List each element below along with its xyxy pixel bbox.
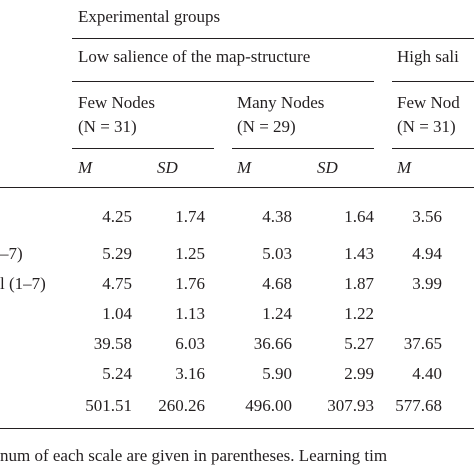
cell: 5.27 [344,334,374,353]
header-sd-1: SD [157,158,178,177]
cell: 1.13 [175,304,205,323]
cell: 1.76 [175,274,205,293]
cell: 307.93 [327,396,374,415]
cell: 39.58 [93,334,132,353]
cell: 1.22 [344,304,374,323]
cell: 496.00 [245,396,292,415]
group-low-title: Low salience of the map-structure [78,47,311,66]
header-m-2: M [237,158,252,177]
header-m-3: M [397,158,412,177]
subgroup-rule-3 [392,148,474,150]
cell: 4.94 [412,244,442,263]
cell: 4.25 [102,207,132,226]
cell: 4.38 [262,207,292,226]
group-low-rule [72,81,374,83]
cell: 37.65 [403,334,442,353]
cell: 1.64 [344,207,374,226]
cell: 4.68 [262,274,292,293]
cell: 6.03 [175,334,205,353]
cell: 260.26 [158,396,205,415]
cell: 5.90 [262,364,292,383]
header-m-1: M [78,158,93,177]
cell: 5.24 [102,364,132,383]
cell: 36.66 [253,334,292,353]
cell: 1.24 [262,304,292,323]
cell: 1.74 [175,207,205,226]
header-sd-2: SD [317,158,338,177]
cell: 501.51 [85,396,132,415]
spanner-rule [72,38,474,40]
cell: 4.40 [412,364,442,383]
cell: 1.04 [102,304,132,323]
table-bottom-rule [0,428,474,430]
cell: 1.87 [344,274,374,293]
cell: 3.99 [412,274,442,293]
subgroup-many-nodes-n: (N = 29) [237,117,296,136]
spanner-title: Experimental groups [78,7,221,26]
subgroup-many-nodes-name: Many Nodes [237,93,325,112]
cell: 1.43 [344,244,374,263]
cell: 5.03 [262,244,292,263]
table-footnote: num of each scale are given in parenthes… [0,446,388,465]
cell: 4.75 [102,274,132,293]
cell: 5.29 [102,244,132,263]
subgroup-few-nodes-name: Few Nodes [78,93,155,112]
group-high-rule [392,81,474,83]
row-label: l (1–7) [0,274,46,293]
group-high-title: High sali [397,47,459,66]
subgroup-high-few-nodes-n: (N = 31) [397,117,456,136]
subgroup-rule-2 [232,148,374,150]
subgroup-rule-1 [72,148,214,150]
header-bottom-rule [0,187,474,189]
subgroup-high-few-nodes-name: Few Nod [397,93,460,112]
row-label: –7) [0,244,23,263]
cell: 3.16 [175,364,205,383]
cell: 2.99 [344,364,374,383]
cell: 3.56 [412,207,442,226]
cell: 1.25 [175,244,205,263]
cell: 577.68 [395,396,442,415]
subgroup-few-nodes-n: (N = 31) [78,117,137,136]
